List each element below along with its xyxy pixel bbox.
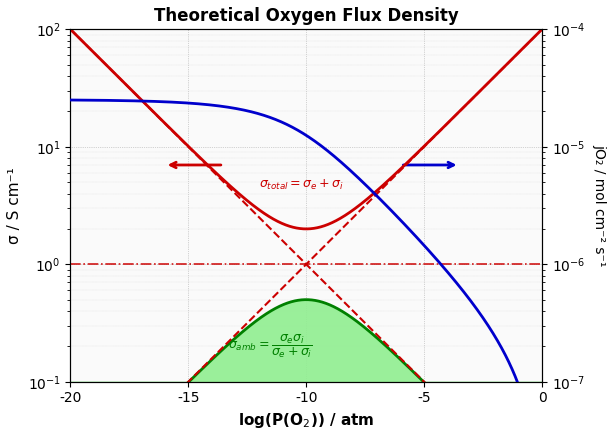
Y-axis label: σ / S cm⁻¹: σ / S cm⁻¹	[7, 167, 22, 244]
Text: $\sigma_{total} = \sigma_e + \sigma_i$: $\sigma_{total} = \sigma_e + \sigma_i$	[259, 177, 344, 192]
Text: $\sigma_{amb} = \dfrac{\sigma_e \sigma_i}{\sigma_e + \sigma_i}$: $\sigma_{amb} = \dfrac{\sigma_e \sigma_i…	[229, 333, 313, 360]
Y-axis label: jO₂ / mol cm⁻² s⁻¹: jO₂ / mol cm⁻² s⁻¹	[592, 144, 606, 267]
X-axis label: log(P(O$_2$)) / atm: log(P(O$_2$)) / atm	[238, 411, 375, 430]
Title: Theoretical Oxygen Flux Density: Theoretical Oxygen Flux Density	[154, 7, 459, 25]
